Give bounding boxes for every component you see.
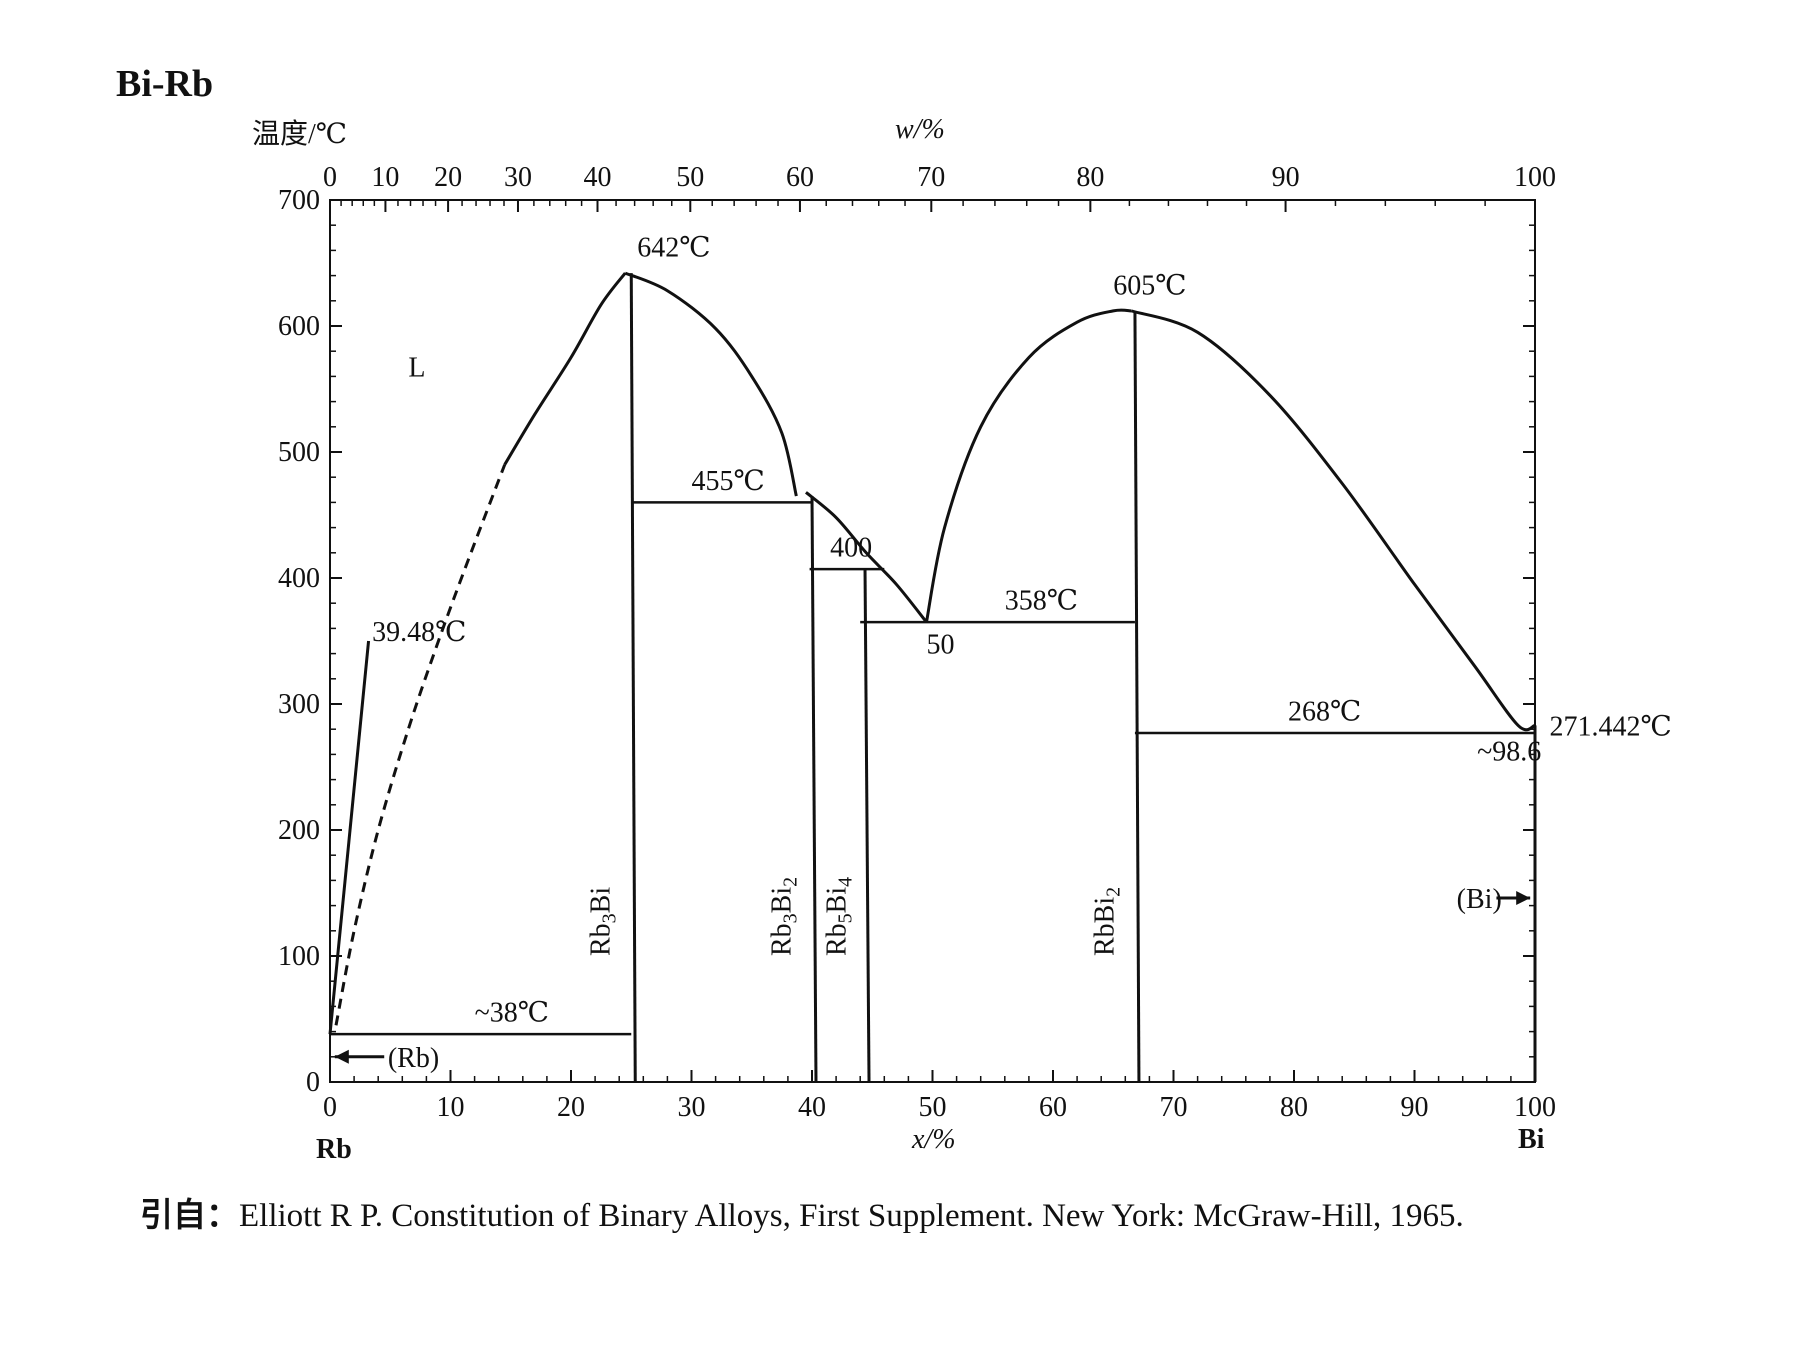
compound-line (810, 496, 818, 1083)
compound-label: RbBi2 (1089, 887, 1124, 956)
y-tick-label: 100 (278, 941, 320, 972)
compound-line (629, 273, 637, 1083)
phase-lines (328, 271, 1537, 1083)
source-caption: 引自：Elliott R P. Constitution of Binary A… (140, 1188, 1464, 1236)
phase-label: (Bi) (1457, 884, 1502, 915)
invariant-label: 358℃ (1005, 586, 1078, 617)
x-tick-label: 40 (798, 1092, 826, 1123)
liquidus-curve (1130, 309, 1536, 732)
y-tick-label: 0 (306, 1067, 320, 1098)
bi-arrowhead (1516, 891, 1531, 906)
y-tick-label: 400 (278, 563, 320, 594)
invariant-label: 400 (830, 533, 872, 564)
y-tick-label: 500 (278, 437, 320, 468)
compound-label: Rb5Bi4 (822, 877, 857, 956)
liquidus-curve (624, 271, 798, 497)
w-tick-label: 40 (584, 162, 612, 193)
invariant-label: 455℃ (692, 466, 765, 497)
w-tick-label: 10 (371, 162, 399, 193)
invariant-label: 268℃ (1288, 696, 1361, 727)
w-tick-label: 60 (786, 162, 814, 193)
x-tick-label: 70 (1160, 1092, 1188, 1123)
annotation-label: 39.48℃ (372, 617, 466, 648)
w-tick-label: 80 (1076, 162, 1104, 193)
compound-label: Rb3Bi2 (766, 877, 801, 956)
liquidus-curve (503, 272, 627, 466)
caption-text: Elliott R P. Constitution of Binary Allo… (239, 1198, 1464, 1234)
x-tick-label: 10 (437, 1092, 465, 1123)
w-tick-label: 20 (434, 162, 462, 193)
caption-lead: 引自： (140, 1198, 239, 1234)
compound-line (863, 569, 871, 1083)
phase-label: L (408, 352, 425, 383)
liquidus-curve (925, 308, 1132, 623)
w-tick-label: 30 (504, 162, 532, 193)
x-tick-label: 90 (1401, 1092, 1429, 1123)
w-tick-label: 0 (323, 162, 337, 193)
w-tick-label: 70 (917, 162, 945, 193)
annotation-label: 605℃ (1113, 271, 1186, 302)
axis-ticks (329, 199, 1536, 1083)
w-tick-label: 100 (1514, 162, 1556, 193)
x-tick-label: 80 (1280, 1092, 1308, 1123)
x-tick-label: 0 (323, 1092, 337, 1123)
y-tick-label: 300 (278, 689, 320, 720)
annotation-label: 50 (926, 630, 954, 661)
rb-solidus-line (328, 640, 371, 1035)
right-element-label: Bi (1518, 1124, 1545, 1155)
y-tick-label: 200 (278, 815, 320, 846)
x-tick-label: 100 (1514, 1092, 1556, 1123)
rb-arrowhead (334, 1049, 349, 1064)
liquidus-curve (334, 464, 507, 1026)
y-tick-label: 600 (278, 311, 320, 342)
y-tick-label: 700 (278, 185, 320, 216)
annotation-label: 271.442℃ (1549, 712, 1671, 743)
phase-label: (Rb) (388, 1043, 439, 1074)
x-tick-label: 20 (557, 1092, 585, 1123)
w-tick-label: 90 (1272, 162, 1300, 193)
x-tick-label: 30 (678, 1092, 706, 1123)
liquidus-curve (805, 491, 928, 624)
compound-label: Rb3Bi (586, 887, 621, 956)
left-element-label: Rb (316, 1134, 352, 1165)
x-tick-label: 50 (919, 1092, 947, 1123)
x-axis-title: x/% (911, 1124, 956, 1155)
top-axis-title: w/% (895, 114, 945, 145)
x-tick-label: 60 (1039, 1092, 1067, 1123)
chart-title: Bi-Rb (116, 63, 214, 105)
compound-line (1133, 310, 1141, 1083)
w-tick-label: 50 (676, 162, 704, 193)
y-axis-title: 温度/℃ (252, 118, 347, 150)
annotation-label: ~98.6 (1477, 737, 1541, 768)
invariant-label: ~38℃ (475, 998, 549, 1029)
annotation-label: 642℃ (637, 233, 710, 264)
